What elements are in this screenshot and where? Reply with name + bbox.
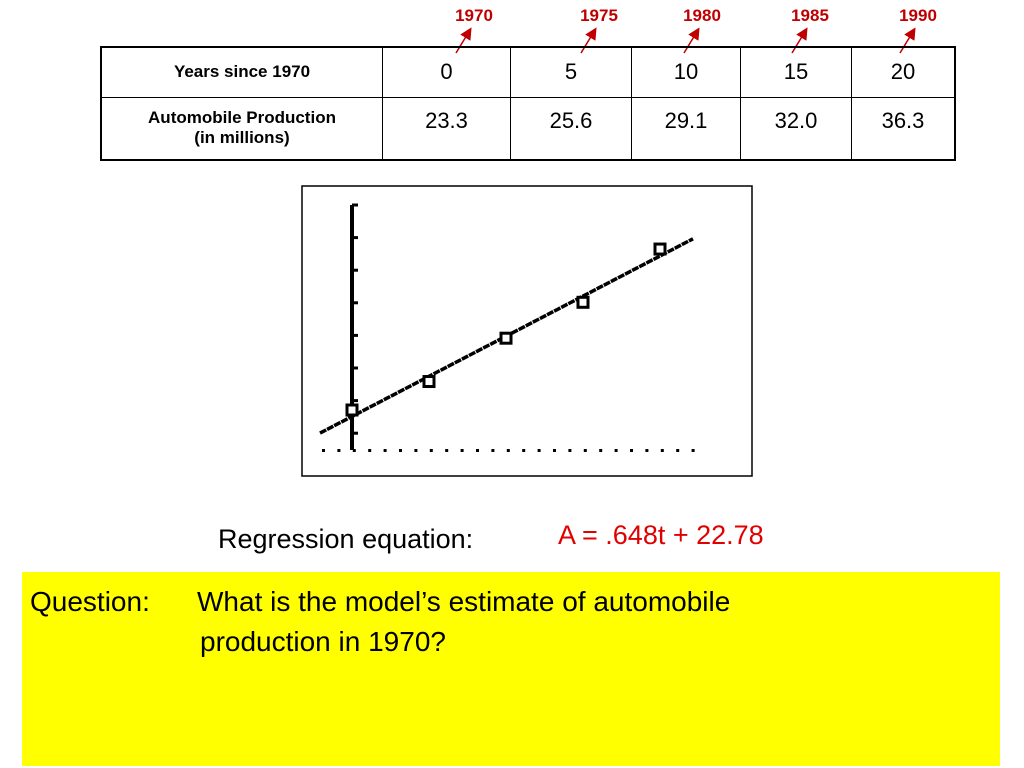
- data-point: [576, 295, 590, 309]
- data-table: Years since 1970 0 5 10 15 20 Automobile Pro…: [100, 46, 956, 161]
- data-point: [422, 375, 436, 389]
- x-axis-dot: [522, 449, 526, 452]
- cell: 36.3: [851, 96, 956, 161]
- row-header: Years since 1970: [100, 46, 383, 98]
- cell: 20: [851, 46, 956, 98]
- header-line: (in millions): [194, 128, 290, 148]
- data-point: [499, 331, 513, 345]
- cell: 10: [631, 46, 741, 98]
- x-axis-dot: [537, 449, 541, 452]
- x-axis-dot: [676, 449, 680, 452]
- x-axis-dot: [322, 449, 325, 452]
- x-axis-dot: [583, 449, 587, 452]
- year-label: 1970: [455, 6, 493, 25]
- question-box: Question: What is the model’s estimate o…: [22, 572, 1000, 766]
- x-axis-dot: [645, 449, 649, 452]
- header-line: Automobile Production: [148, 108, 336, 128]
- cell: 29.1: [631, 96, 741, 161]
- cell: 23.3: [382, 96, 511, 161]
- cell: 32.0: [740, 96, 852, 161]
- plot-frame: [301, 185, 753, 477]
- year-label: 1980: [683, 6, 721, 25]
- x-axis-dot: [568, 449, 572, 452]
- data-point: [345, 403, 359, 417]
- x-axis-dot: [383, 449, 387, 452]
- x-axis-dot: [660, 449, 664, 452]
- cell: 0: [382, 46, 511, 98]
- year-label: 1985: [791, 6, 829, 25]
- cell: 5: [510, 46, 632, 98]
- row-header: Automobile Production (in millions): [100, 96, 383, 161]
- cell: 25.6: [510, 96, 632, 161]
- question-line: production in 1970?: [200, 626, 446, 657]
- x-axis-dot: [506, 449, 510, 452]
- x-axis-dot: [414, 449, 418, 452]
- x-axis-dot: [599, 449, 603, 452]
- regression-label: Regression equation:: [218, 524, 474, 554]
- x-axis-dot: [491, 449, 495, 452]
- x-axis-dot: [352, 449, 356, 452]
- year-label: 1990: [899, 6, 937, 25]
- regression-equation: A = .648t + 22.78: [558, 520, 764, 550]
- row: Years since 1970 0 5 10 15 20: [100, 46, 956, 98]
- x-axis-dot: [460, 449, 464, 452]
- data-point: [653, 242, 667, 256]
- x-axis-dot: [368, 449, 372, 452]
- x-axis-dot: [553, 449, 556, 452]
- row: Automobile Production (in millions) 23.3 2…: [100, 96, 956, 161]
- x-axis-dot: [337, 449, 341, 452]
- question-line: What is the model’s estimate of automobi…: [197, 586, 731, 617]
- x-axis-dot: [445, 449, 449, 452]
- x-axis-dot: [691, 449, 695, 452]
- x-axis-dot: [476, 449, 479, 452]
- year-label: 1975: [580, 6, 618, 25]
- x-axis-dot: [614, 449, 618, 452]
- x-axis-dot: [630, 449, 633, 452]
- x-axis-dot: [429, 449, 433, 452]
- cell: 15: [740, 46, 852, 98]
- question-label: Question:: [30, 586, 150, 617]
- x-axis-dot: [399, 449, 402, 452]
